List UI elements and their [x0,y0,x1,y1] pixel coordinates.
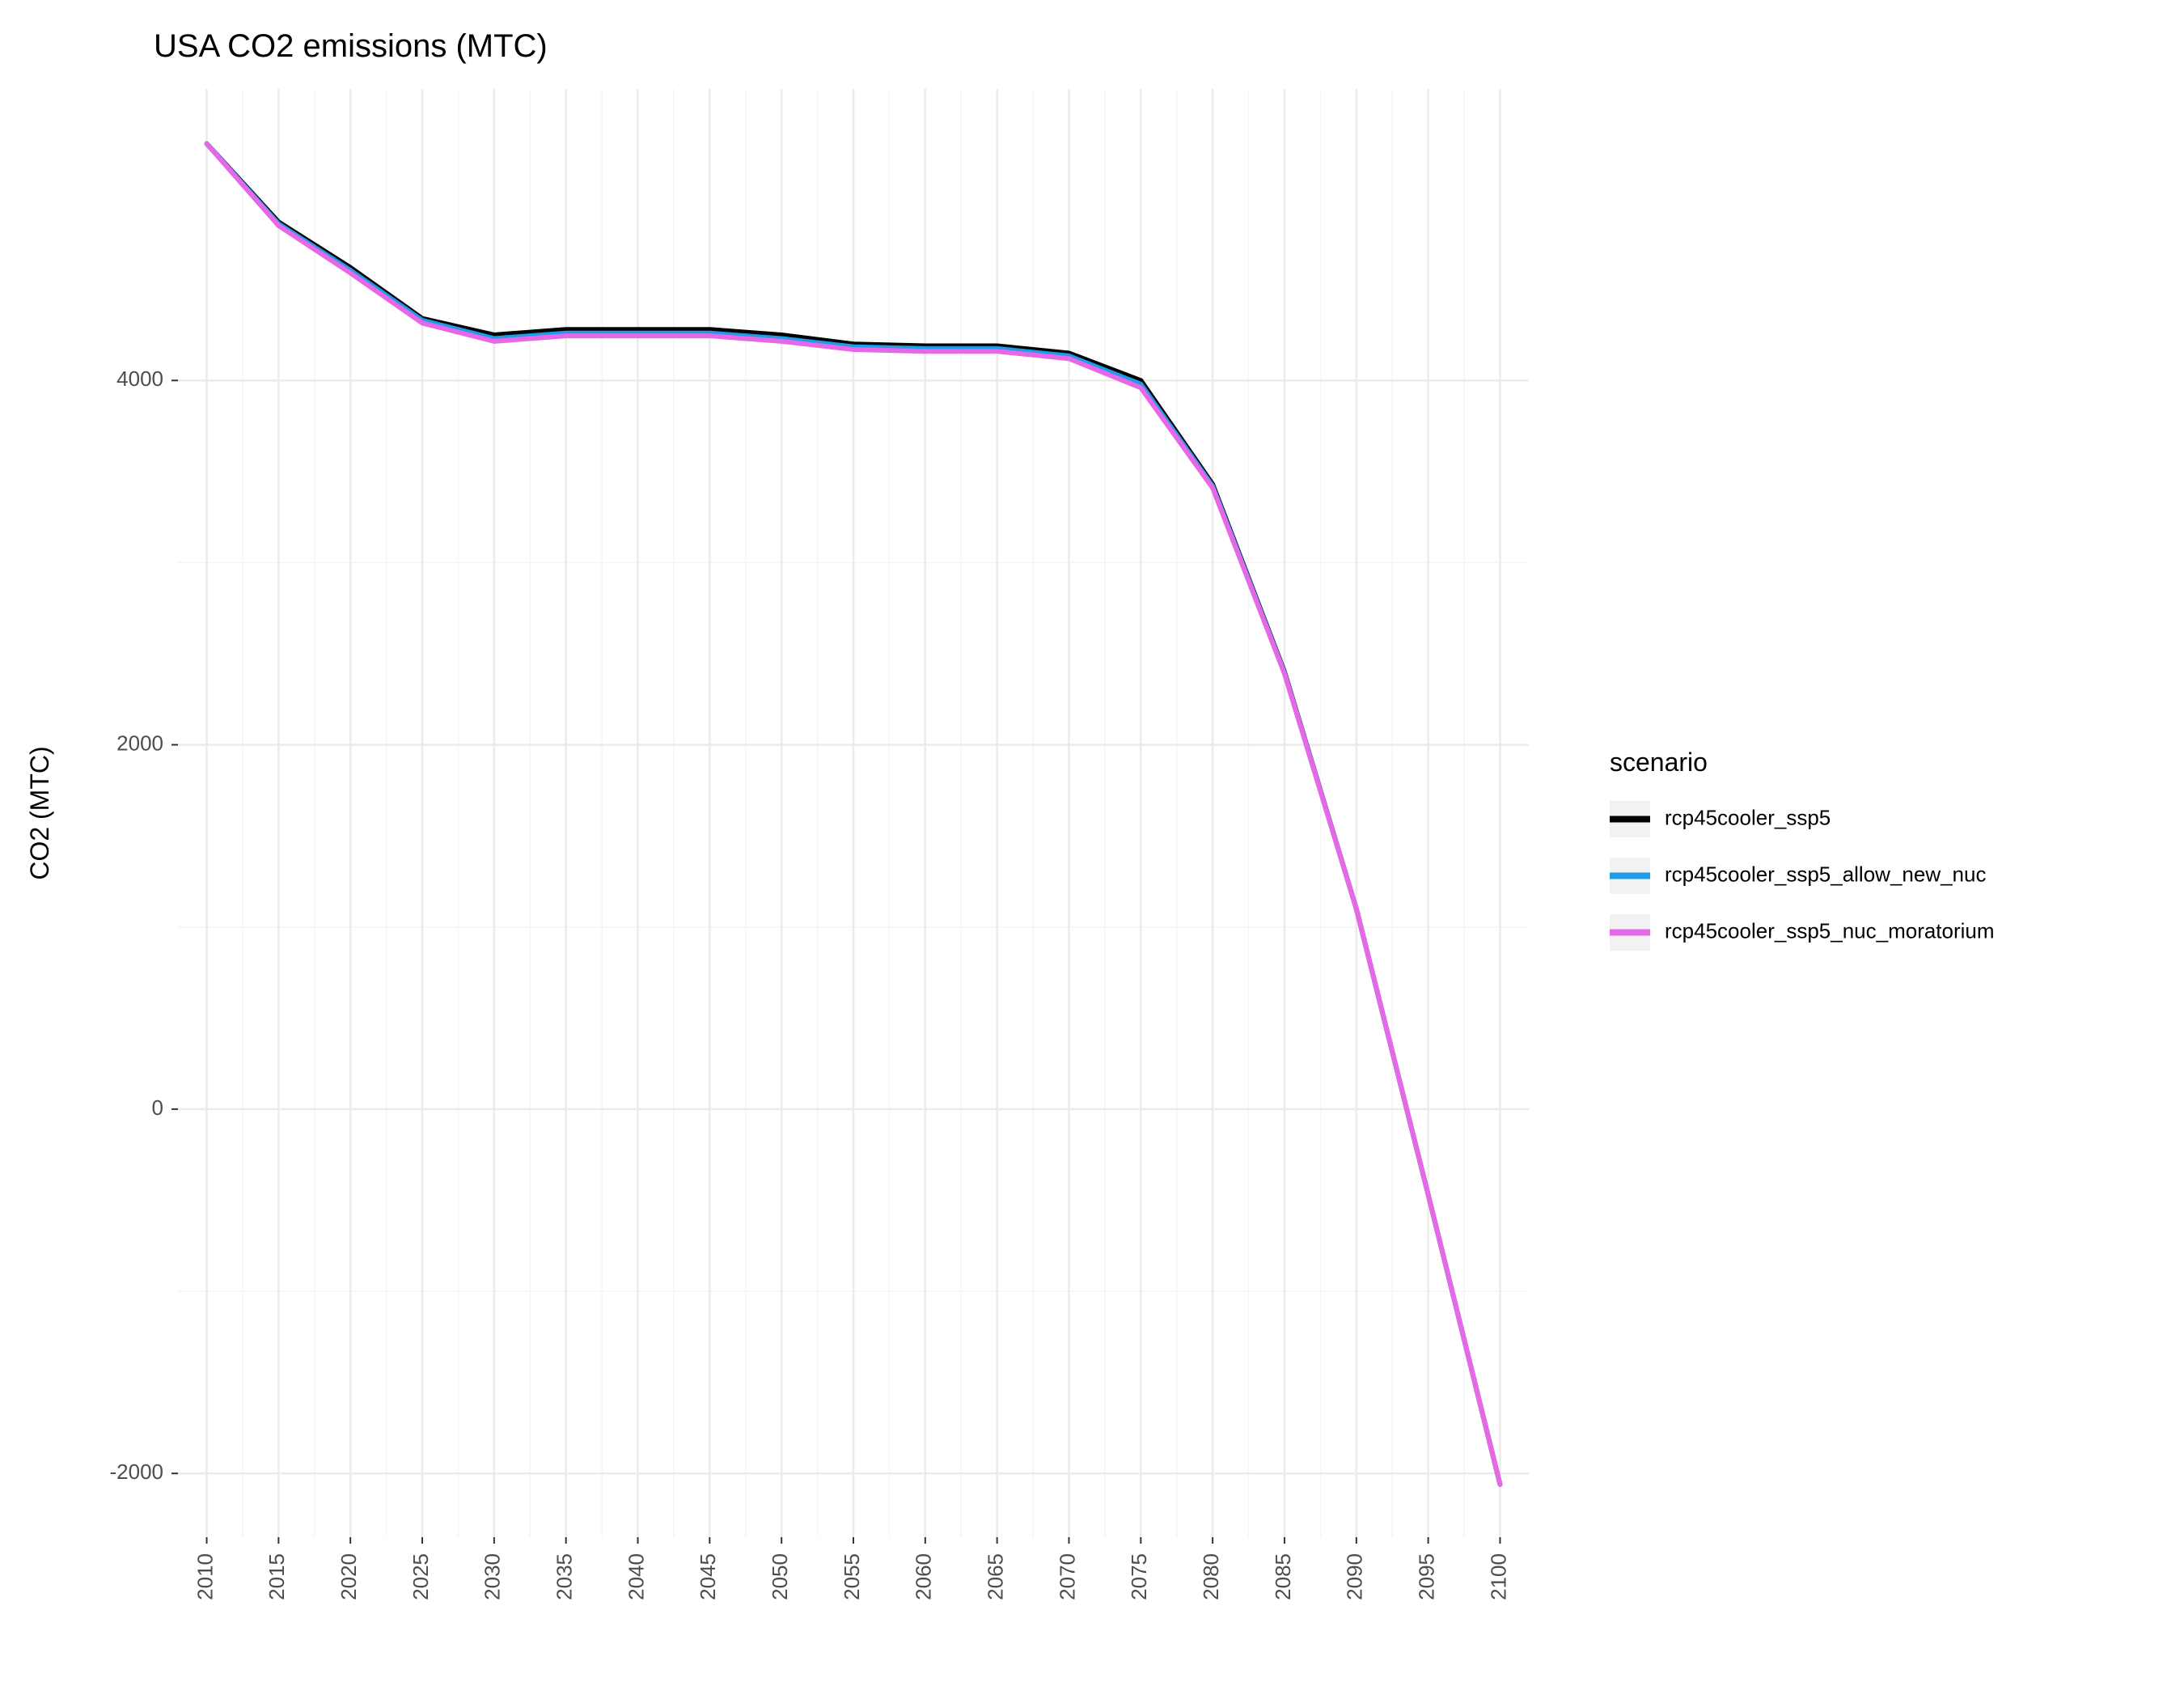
x-tick-label: 2050 [768,1553,792,1600]
legend-label: rcp45cooler_ssp5_nuc_moratorium [1665,918,1995,943]
x-tick-label: 2025 [408,1553,433,1600]
y-tick-label: -2000 [110,1460,164,1484]
x-tick-label: 2065 [984,1553,1008,1600]
y-tick-label: 2000 [116,731,163,755]
y-tick-label: 4000 [116,366,163,391]
x-tick-label: 2095 [1415,1553,1439,1600]
x-tick-label: 2090 [1343,1553,1367,1600]
x-tick-label: 2010 [193,1553,217,1600]
y-tick-label: 0 [152,1095,163,1120]
x-tick-label: 2015 [265,1553,289,1600]
x-tick-label: 2100 [1486,1553,1510,1600]
legend-title: scenario [1610,748,1708,777]
x-tick-label: 2055 [840,1553,864,1600]
x-tick-label: 2020 [336,1553,361,1600]
y-axis-label: CO2 (MTC) [25,746,54,879]
emissions-line-chart: -2000 0 2000 4000 2010 2015 2020 2025 2030 2035 20… [0,0,2184,1699]
legend-label: rcp45cooler_ssp5_allow_new_nuc [1665,862,1986,886]
x-tick-label: 2030 [480,1553,505,1600]
legend-label: rcp45cooler_ssp5 [1665,805,1831,829]
x-tick-label: 2070 [1055,1553,1079,1600]
x-tick-label: 2035 [552,1553,577,1600]
x-tick-label: 2085 [1271,1553,1295,1600]
x-tick-label: 2060 [912,1553,936,1600]
chart-title: USA CO2 emissions (MTC) [154,28,548,64]
x-tick-label: 2080 [1199,1553,1223,1600]
x-tick-label: 2045 [696,1553,720,1600]
x-tick-label: 2075 [1127,1553,1151,1600]
x-tick-label: 2040 [624,1553,648,1600]
